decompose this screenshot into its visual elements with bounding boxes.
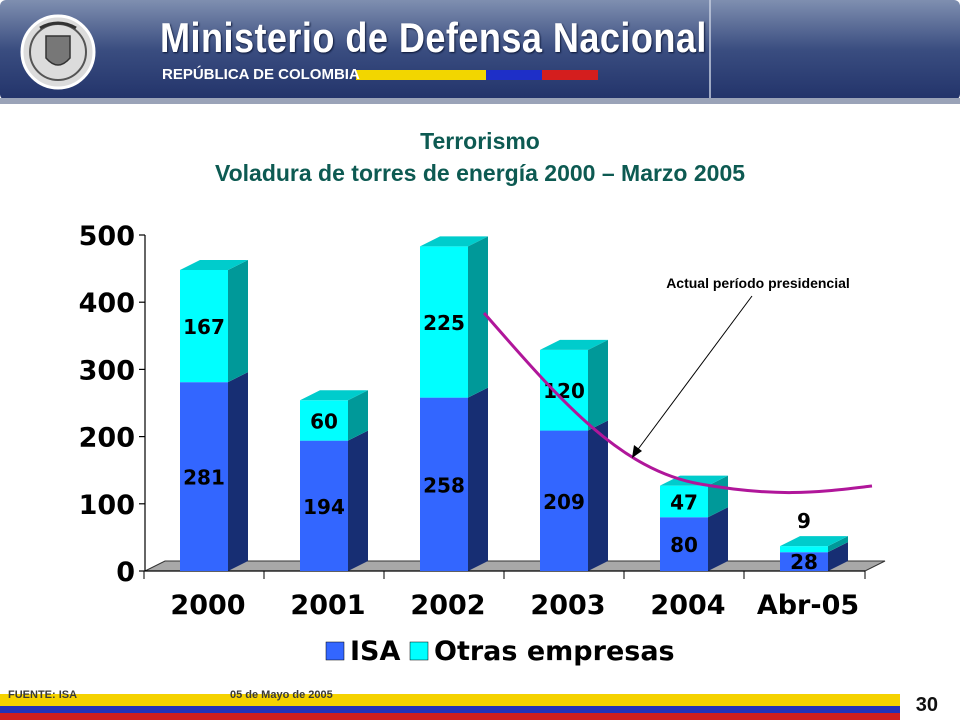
x-tick-label: Abr-05	[757, 590, 859, 621]
data-label-isa: 80	[670, 533, 698, 557]
bar-otras	[420, 246, 468, 398]
bar-top-face	[300, 390, 368, 401]
bar-isa	[420, 397, 468, 571]
legend-swatch-isa	[325, 641, 345, 661]
bar-otras	[660, 485, 708, 518]
bar-otras	[300, 400, 348, 441]
bar-isa-side	[708, 507, 728, 571]
footer-date: 05 de Mayo de 2005	[230, 689, 333, 701]
x-tick-label: 2002	[410, 590, 485, 621]
data-label-otras: 225	[423, 311, 465, 335]
bar-otras-side	[228, 259, 248, 383]
bar-otras	[180, 269, 228, 383]
y-tick-label: 0	[116, 557, 135, 588]
bar-isa	[540, 430, 588, 571]
page-number: 30	[915, 694, 938, 716]
data-label-isa: 209	[543, 490, 585, 514]
legend-label-otras: Otras empresas	[434, 636, 675, 667]
bar-isa	[300, 440, 348, 571]
x-tick-label: 2000	[170, 590, 245, 621]
data-label-isa: 28	[790, 550, 818, 574]
y-tick-label: 500	[79, 221, 135, 252]
data-label-otras: 167	[183, 315, 225, 339]
data-label-otras: 47	[670, 490, 698, 514]
bar-top-face	[420, 236, 488, 247]
bar-isa-side	[588, 420, 608, 571]
bar-isa	[660, 517, 708, 571]
chart-subtitle: Voladura de torres de energía 2000 – Mar…	[214, 160, 746, 186]
legend-label-isa: ISA	[350, 636, 400, 667]
bar-isa-side	[228, 372, 248, 571]
x-tick-label: 2004	[650, 590, 725, 621]
colombia-coat-of-arms-icon	[20, 14, 96, 90]
bar-otras-side	[828, 536, 848, 553]
bar-isa	[180, 382, 228, 571]
legend-swatch-otras	[409, 641, 429, 661]
y-tick-label: 300	[79, 355, 135, 386]
chart-floor	[144, 560, 886, 572]
bar-otras-side	[348, 390, 368, 441]
header-title: Ministerio de Defensa Nacional	[160, 14, 707, 61]
bar-top-face	[780, 536, 848, 547]
y-tick-label: 200	[79, 423, 135, 454]
x-tick-label: 2003	[530, 590, 605, 621]
bar-isa-side	[468, 387, 488, 571]
annotation-arrow-line	[635, 295, 753, 453]
header-subtitle: REPÚBLICA DE COLOMBIA	[162, 66, 360, 83]
bar-otras	[780, 546, 828, 553]
footer-source: FUENTE: ISA	[8, 689, 78, 701]
bar-isa-side	[828, 542, 848, 571]
annotation-arrow-head	[632, 445, 642, 458]
data-label-otras: 9	[797, 509, 811, 533]
bar-otras-side	[468, 236, 488, 398]
y-tick-label: 100	[79, 490, 135, 521]
bar-otras-side	[588, 339, 608, 431]
annotation-text: Actual período presidencial	[666, 275, 850, 291]
bar-top-face	[180, 259, 248, 270]
header-banner	[0, 0, 960, 104]
data-label-isa: 194	[303, 495, 345, 519]
bar-isa	[780, 552, 828, 571]
trend-curve	[482, 312, 873, 495]
chart-title: Terrorismo	[420, 128, 540, 154]
x-tick-label: 2001	[290, 590, 365, 621]
y-tick-label: 400	[79, 288, 135, 319]
data-label-isa: 281	[183, 466, 225, 490]
footer-flag-bars	[0, 694, 900, 720]
data-label-otras: 60	[310, 409, 338, 433]
bar-top-face	[540, 339, 608, 350]
bar-isa-side	[348, 430, 368, 571]
data-label-isa: 258	[423, 473, 465, 497]
